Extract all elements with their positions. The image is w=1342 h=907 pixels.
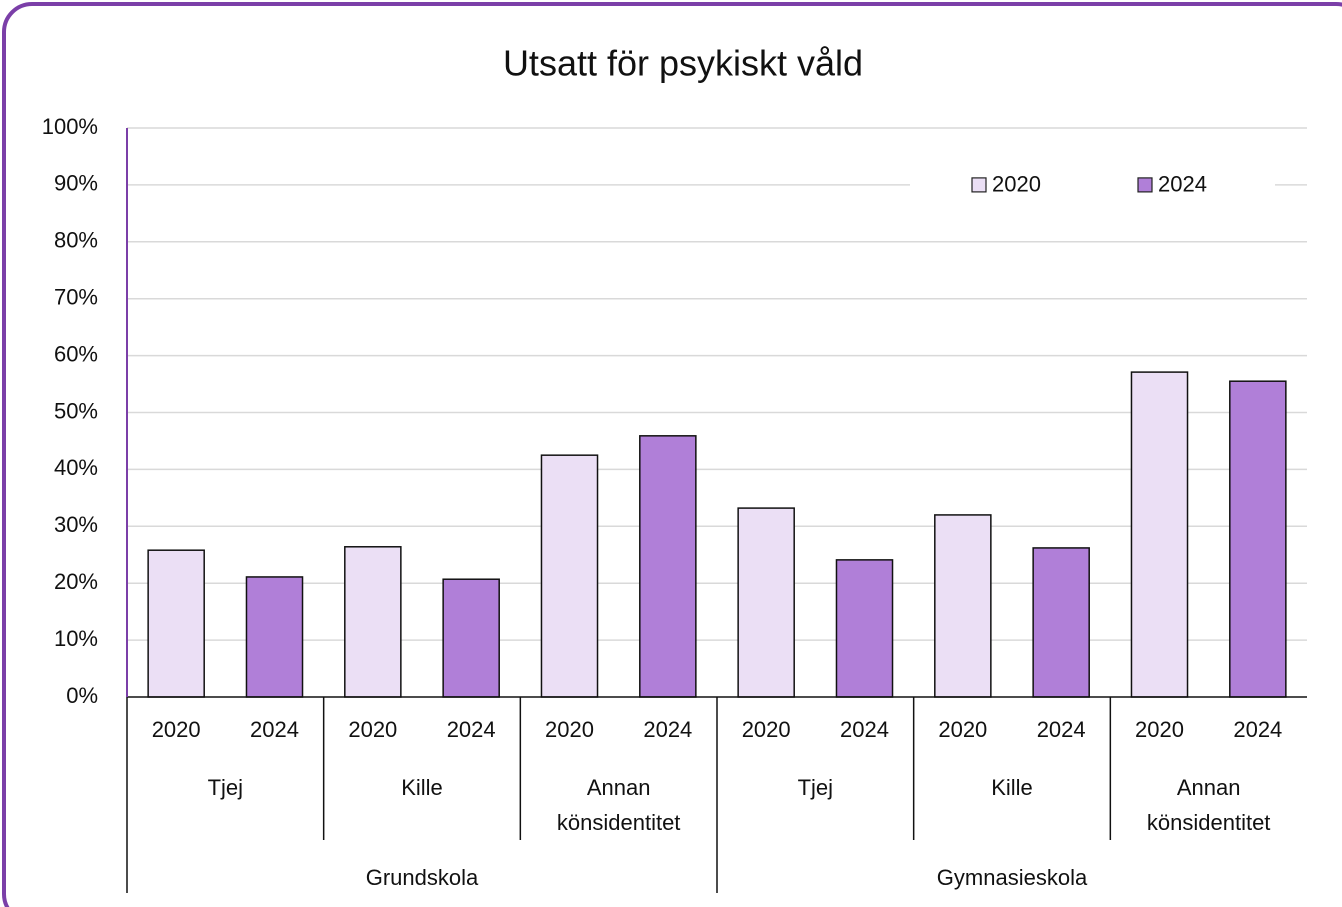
bar xyxy=(934,514,992,698)
bar xyxy=(147,549,205,698)
y-tick-label: 60% xyxy=(54,341,98,366)
legend-label: 2024 xyxy=(1158,172,1207,197)
group-label: Grundskola xyxy=(366,865,479,890)
x-tick-label: 2020 xyxy=(348,717,397,742)
y-tick-label: 80% xyxy=(54,228,98,253)
x-tick-label: 2020 xyxy=(1135,717,1184,742)
group-label: Gymnasieskola xyxy=(937,865,1088,890)
y-tick-label: 30% xyxy=(54,512,98,537)
bar xyxy=(1032,547,1090,698)
y-tick-label: 10% xyxy=(54,626,98,651)
legend-swatch xyxy=(1137,177,1153,193)
bar xyxy=(639,435,697,698)
legend-swatch xyxy=(971,177,987,193)
y-tick-label: 70% xyxy=(54,285,98,310)
x-tick-label: 2020 xyxy=(545,717,594,742)
bar xyxy=(245,576,304,698)
y-tick-label: 50% xyxy=(54,398,98,423)
y-tick-label: 20% xyxy=(54,569,98,594)
bar xyxy=(442,578,500,698)
bar xyxy=(1130,371,1189,698)
category-label: Annan könsidentitet xyxy=(556,775,681,835)
x-tick-label: 2020 xyxy=(152,717,201,742)
x-tick-label: 2024 xyxy=(643,717,692,742)
y-tick-label: 100% xyxy=(42,114,98,139)
y-tick-label: 40% xyxy=(54,455,98,480)
bar xyxy=(835,559,894,698)
chart-title: Utsatt för psykiskt våld xyxy=(503,43,863,84)
x-tick-label: 2024 xyxy=(250,717,299,742)
bar xyxy=(1229,380,1287,698)
category-label: Tjej xyxy=(207,775,244,800)
legend-box xyxy=(910,164,1275,205)
x-tick-label: 2024 xyxy=(840,717,889,742)
category-label: Kille xyxy=(401,775,443,800)
category-label: Tjej xyxy=(797,775,834,800)
x-tick-label: 2024 xyxy=(1037,717,1086,742)
x-tick-label: 2020 xyxy=(938,717,987,742)
bar xyxy=(344,546,402,698)
bar xyxy=(540,454,599,698)
bar xyxy=(737,507,795,698)
y-tick-label: 90% xyxy=(54,171,98,196)
x-tick-label: 2020 xyxy=(742,717,791,742)
category-label: Kille xyxy=(991,775,1033,800)
y-tick-label: 0% xyxy=(66,683,98,708)
x-tick-label: 2024 xyxy=(1233,717,1282,742)
x-tick-label: 2024 xyxy=(447,717,496,742)
legend-label: 2020 xyxy=(992,172,1041,197)
category-label: Annan könsidentitet xyxy=(1146,775,1271,835)
